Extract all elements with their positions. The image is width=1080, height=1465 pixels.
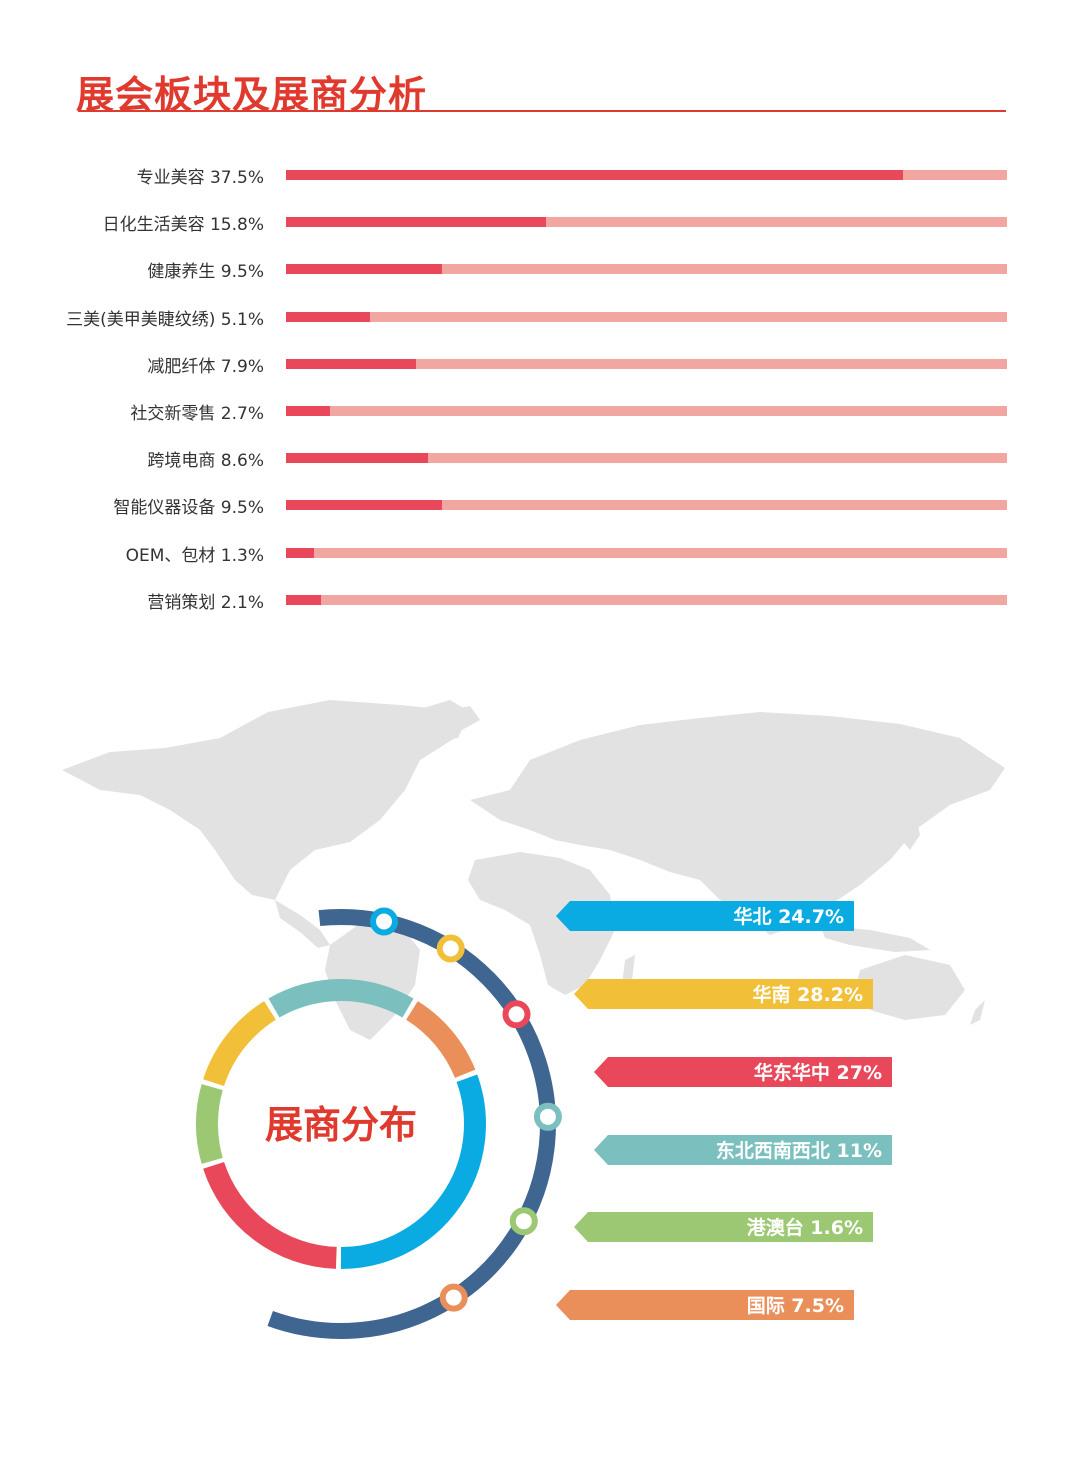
bar-label: OEM、包材 1.3% [125,545,264,566]
bar-row: 日化生活美容 15.8% [0,207,1080,237]
region-tag [556,901,854,931]
bar-label: 减肥纤体 7.9% [147,356,264,377]
bar-track [286,547,1007,558]
donut-segment [203,1161,337,1269]
bar-fill [286,217,547,228]
bar-track [286,594,1007,605]
bar-row: 三美(美甲美睫纹绣) 5.1% [0,302,1080,332]
region-tag [594,1057,892,1087]
region-tag-label: 国际 7.5% [747,1295,844,1317]
bar-label: 日化生活美容 15.8% [102,215,264,236]
arc-marker [370,907,398,936]
outer-arc [267,908,556,1339]
region-tag-label: 华北 24.7% [733,905,844,928]
bar-row: 营销策划 2.1% [0,585,1080,615]
bar-fill [286,453,428,464]
bar-track [286,406,1007,416]
bar-track [286,170,1007,180]
region-tag-label: 港澳台 1.6% [747,1216,863,1239]
donut-segment [405,1001,476,1079]
bar-track [286,358,1007,369]
region-tag-label: 华东华中 27% [754,1061,882,1084]
bar-label: 智能仪器设备 9.5% [113,498,264,519]
bar-row: 专业美容 37.5% [0,160,1080,190]
bar-row: 跨境电商 8.6% [0,443,1080,473]
arc-marker [509,1207,538,1236]
bar-label: 营销策划 2.1% [147,592,264,613]
bar-fill [286,500,443,511]
bar-label: 健康养生 9.5% [147,262,264,283]
page-title: 展会板块及展商分析 [76,73,428,117]
title-divider [78,110,1006,112]
world-map [62,700,1005,1040]
region-tag [574,1212,873,1242]
bar-label: 专业美容 37.5% [136,168,264,188]
region-tag [594,1135,892,1165]
bar-label: 三美(美甲美睫纹绣) 5.1% [66,309,264,330]
bar-track [286,500,1007,511]
region-tag-label: 东北西南西北 11% [716,1139,882,1162]
bar-track [286,264,1007,275]
bar-track [286,311,1007,322]
bar-fill [286,406,331,416]
bar-fill [286,311,370,322]
donut-segment [268,979,414,1018]
bar-fill [286,594,321,605]
arc-marker [436,934,465,963]
bar-fill [286,170,904,180]
region-tag [574,979,873,1009]
bar-fill [286,358,417,369]
arc-marker [502,1000,531,1029]
arc-marker [439,1283,468,1312]
donut-center-title: 展商分布 [265,1103,417,1147]
region-tag [556,1290,854,1320]
donut-segment [203,1001,277,1087]
bar-row: 智能仪器设备 9.5% [0,490,1080,520]
bar-label: 社交新零售 2.7% [130,404,264,424]
bar-track [286,217,1007,228]
bar-label: 跨境电商 8.6% [147,451,264,472]
region-tag-label: 华南 28.2% [752,983,863,1006]
bar-row: 减肥纤体 7.9% [0,349,1080,379]
donut-segment [196,1084,223,1164]
bar-fill [286,264,443,275]
bar-row: OEM、包材 1.3% [0,538,1080,568]
bar-row: 健康养生 9.5% [0,254,1080,284]
bar-fill [286,547,314,558]
donut-segment [340,1074,486,1269]
arc-marker [533,1102,562,1131]
bar-row: 社交新零售 2.7% [0,396,1080,426]
bar-track [286,453,1007,464]
